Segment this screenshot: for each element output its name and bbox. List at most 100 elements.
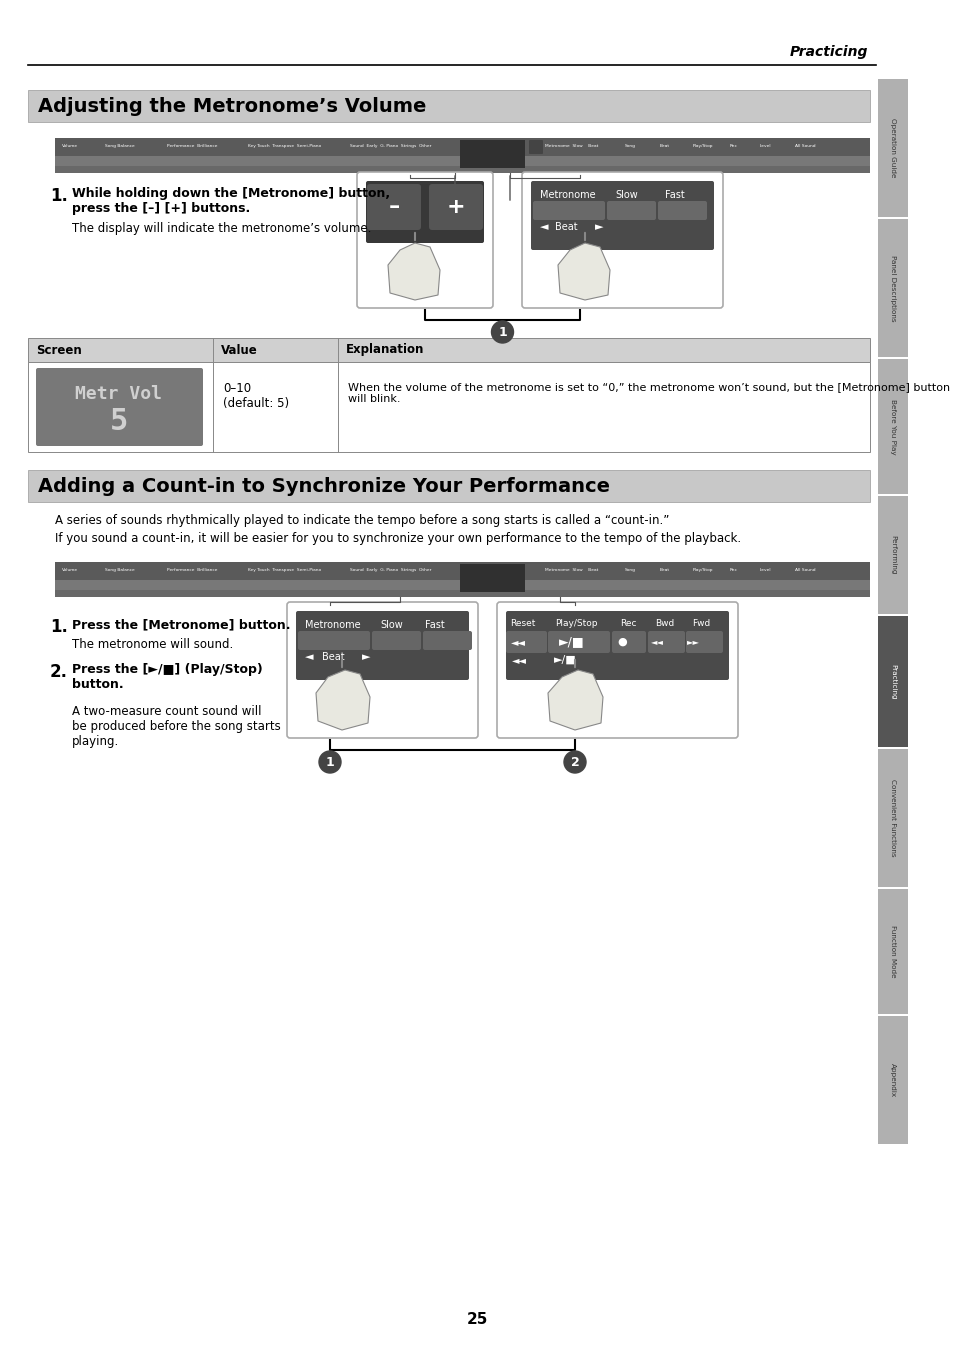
Text: If you sound a count-in, it will be easier for you to synchronize your own perfo: If you sound a count-in, it will be easi… bbox=[55, 532, 740, 545]
FancyBboxPatch shape bbox=[295, 612, 469, 680]
Text: Metronome  Slow    Beat: Metronome Slow Beat bbox=[544, 568, 598, 572]
Text: –: – bbox=[388, 197, 399, 217]
Text: Level: Level bbox=[760, 144, 771, 148]
Text: +: + bbox=[446, 197, 465, 217]
FancyBboxPatch shape bbox=[297, 630, 370, 649]
Text: Performing: Performing bbox=[889, 535, 895, 575]
FancyBboxPatch shape bbox=[658, 201, 706, 220]
Text: 1.: 1. bbox=[50, 618, 68, 636]
Text: Panel Descriptions: Panel Descriptions bbox=[889, 255, 895, 321]
FancyBboxPatch shape bbox=[36, 369, 203, 446]
Circle shape bbox=[318, 751, 340, 774]
FancyBboxPatch shape bbox=[55, 138, 869, 157]
FancyBboxPatch shape bbox=[55, 157, 869, 166]
Text: Adding a Count-in to Synchronize Your Performance: Adding a Count-in to Synchronize Your Pe… bbox=[38, 477, 609, 495]
Text: While holding down the [Metronome] button,
press the [–] [+] buttons.: While holding down the [Metronome] butto… bbox=[71, 188, 390, 215]
FancyBboxPatch shape bbox=[372, 630, 420, 649]
FancyBboxPatch shape bbox=[877, 749, 907, 887]
FancyBboxPatch shape bbox=[55, 138, 869, 173]
Text: Play/Stop: Play/Stop bbox=[692, 144, 713, 148]
Text: Metronome  Slow    Beat: Metronome Slow Beat bbox=[544, 144, 598, 148]
Polygon shape bbox=[388, 243, 439, 300]
Text: Beat: Beat bbox=[322, 652, 344, 662]
Text: Sound  Early  G. Piano  Strings  Other: Sound Early G. Piano Strings Other bbox=[350, 568, 431, 572]
Text: Adjusting the Metronome’s Volume: Adjusting the Metronome’s Volume bbox=[38, 96, 426, 116]
Text: A two-measure count sound will
be produced before the song starts
playing.: A two-measure count sound will be produc… bbox=[71, 705, 280, 748]
Text: 1: 1 bbox=[325, 756, 334, 768]
Text: ►/■: ►/■ bbox=[553, 655, 576, 666]
FancyBboxPatch shape bbox=[28, 90, 869, 122]
Text: Song Balance: Song Balance bbox=[105, 144, 134, 148]
FancyBboxPatch shape bbox=[505, 612, 728, 680]
FancyBboxPatch shape bbox=[459, 564, 524, 593]
FancyBboxPatch shape bbox=[877, 1017, 907, 1143]
FancyBboxPatch shape bbox=[647, 630, 684, 653]
Text: ◄◄: ◄◄ bbox=[512, 655, 526, 666]
FancyBboxPatch shape bbox=[533, 201, 604, 220]
FancyBboxPatch shape bbox=[55, 590, 869, 597]
Text: Explanation: Explanation bbox=[346, 343, 424, 356]
FancyBboxPatch shape bbox=[356, 171, 493, 308]
FancyBboxPatch shape bbox=[55, 166, 869, 173]
Text: Fast: Fast bbox=[424, 620, 444, 630]
FancyBboxPatch shape bbox=[367, 184, 420, 230]
Polygon shape bbox=[315, 670, 370, 730]
Text: Appendix: Appendix bbox=[889, 1062, 895, 1098]
Text: ►/■: ►/■ bbox=[558, 636, 584, 648]
FancyBboxPatch shape bbox=[28, 362, 869, 452]
FancyBboxPatch shape bbox=[877, 495, 907, 614]
FancyBboxPatch shape bbox=[531, 181, 713, 250]
Text: Before You Play: Before You Play bbox=[889, 398, 895, 455]
Text: The metronome will sound.: The metronome will sound. bbox=[71, 639, 233, 651]
FancyBboxPatch shape bbox=[28, 338, 869, 362]
Text: Beat: Beat bbox=[555, 221, 577, 232]
Text: Key Touch  Transpose  Semi-Piano: Key Touch Transpose Semi-Piano bbox=[248, 568, 321, 572]
Text: 2: 2 bbox=[570, 756, 578, 768]
Text: ►: ► bbox=[361, 652, 370, 662]
Text: 5: 5 bbox=[110, 408, 128, 436]
Text: Fast: Fast bbox=[664, 190, 684, 200]
Polygon shape bbox=[547, 670, 602, 730]
Text: 1: 1 bbox=[497, 325, 506, 339]
Text: Bwd: Bwd bbox=[655, 618, 674, 628]
FancyBboxPatch shape bbox=[422, 630, 472, 649]
Text: Rec: Rec bbox=[729, 144, 737, 148]
Text: ◄◄: ◄◄ bbox=[510, 637, 525, 647]
Text: ◄: ◄ bbox=[539, 221, 548, 232]
Text: Performance  Brilliance: Performance Brilliance bbox=[167, 144, 217, 148]
FancyBboxPatch shape bbox=[877, 80, 907, 217]
FancyBboxPatch shape bbox=[612, 630, 645, 653]
FancyBboxPatch shape bbox=[28, 470, 869, 502]
Text: 25: 25 bbox=[466, 1312, 487, 1327]
FancyBboxPatch shape bbox=[55, 580, 869, 590]
Text: Metronome: Metronome bbox=[539, 190, 595, 200]
Text: ◄◄: ◄◄ bbox=[650, 637, 662, 647]
Text: 2.: 2. bbox=[50, 663, 68, 680]
Text: Practicing: Practicing bbox=[789, 45, 867, 59]
Text: ►: ► bbox=[595, 221, 603, 232]
Text: Level: Level bbox=[760, 568, 771, 572]
FancyBboxPatch shape bbox=[877, 890, 907, 1014]
FancyBboxPatch shape bbox=[55, 562, 869, 597]
Text: Slow: Slow bbox=[615, 190, 638, 200]
Text: Operation Guide: Operation Guide bbox=[889, 119, 895, 178]
FancyBboxPatch shape bbox=[877, 616, 907, 747]
Text: ►►: ►► bbox=[686, 637, 699, 647]
Text: Song: Song bbox=[624, 568, 636, 572]
Circle shape bbox=[563, 751, 585, 774]
Text: Performance  Brilliance: Performance Brilliance bbox=[167, 568, 217, 572]
Text: 1.: 1. bbox=[50, 188, 68, 205]
Text: When the volume of the metronome is set to “0,” the metronome won’t sound, but t: When the volume of the metronome is set … bbox=[348, 382, 949, 404]
FancyBboxPatch shape bbox=[529, 140, 542, 154]
Text: Screen: Screen bbox=[36, 343, 82, 356]
Text: Key Touch  Transpose  Semi-Piano: Key Touch Transpose Semi-Piano bbox=[248, 144, 321, 148]
FancyBboxPatch shape bbox=[366, 181, 483, 243]
Text: Slow: Slow bbox=[379, 620, 402, 630]
Text: Rec: Rec bbox=[729, 568, 737, 572]
Text: Reset: Reset bbox=[510, 618, 535, 628]
Text: A series of sounds rhythmically played to indicate the tempo before a song start: A series of sounds rhythmically played t… bbox=[55, 514, 669, 526]
Text: Press the [Metronome] button.: Press the [Metronome] button. bbox=[71, 618, 291, 630]
Text: Rec: Rec bbox=[619, 618, 636, 628]
Text: Play/Stop: Play/Stop bbox=[555, 618, 597, 628]
FancyBboxPatch shape bbox=[685, 630, 722, 653]
